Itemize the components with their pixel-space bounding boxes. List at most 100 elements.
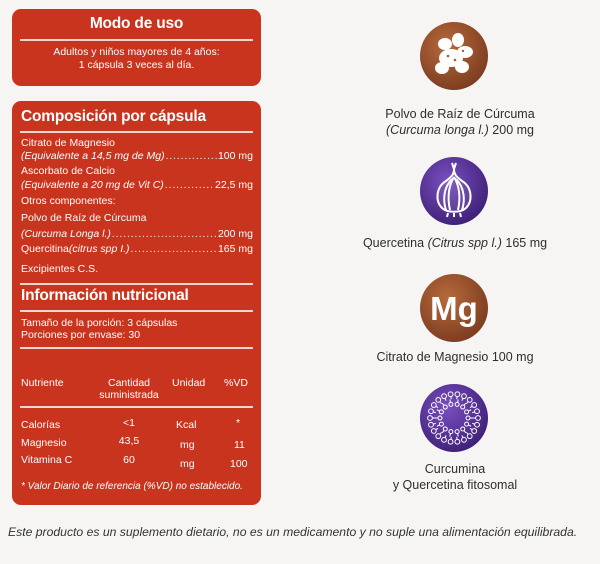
- comp-item: Citrato de Magnesio: [21, 137, 115, 149]
- usage-line-1: Adultos y niños mayores de 4 años:: [53, 46, 220, 58]
- divider: [20, 347, 253, 349]
- lipid-head: [427, 415, 433, 421]
- usage-line-2: 1 cápsula 3 veces al día.: [78, 59, 195, 71]
- lipid-tail: [466, 401, 469, 404]
- comp-item: (Equivalente a 14,5 mg de Mg) 100 mg: [21, 150, 253, 164]
- lipid-head: [442, 426, 448, 432]
- header-unidad: Unidad: [172, 377, 206, 389]
- lipid-head: [454, 438, 461, 445]
- caption-line: Quercetina (Citrus spp l.) 165 mg: [335, 235, 575, 251]
- caption-line: (Curcuma longa l.) 200 mg: [355, 122, 565, 138]
- header-cantidad: Cantidad: [107, 377, 151, 389]
- caption-line: Curcumina: [424, 462, 486, 476]
- onion-icon: [418, 155, 490, 227]
- lipid-head: [438, 421, 444, 427]
- lipid-tail: [469, 405, 473, 409]
- lipid-head: [454, 401, 460, 407]
- row-vd: 11: [234, 439, 245, 451]
- comp-item-value: 200 mg: [217, 228, 253, 240]
- divider: [20, 39, 253, 41]
- lipid-tail: [435, 405, 439, 409]
- divider: [20, 310, 253, 312]
- ingredient-caption: Quercetina (Citrus spp l.) 165 mg: [335, 235, 575, 251]
- comp-item-label-italic: (citrus spp I.): [68, 243, 130, 255]
- row-nutriente: Magnesio: [21, 437, 67, 449]
- comp-item-value: 165 mg: [217, 243, 253, 255]
- lipid-head: [471, 402, 478, 408]
- lipid-head: [442, 404, 448, 410]
- lipid-head: [448, 401, 454, 407]
- lipid-head: [466, 433, 473, 440]
- lipid-tail: [441, 430, 445, 434]
- header-vd: %VD: [224, 377, 248, 389]
- caption-italic: (Curcuma longa l.): [386, 123, 489, 137]
- lipid-tail: [468, 424, 472, 427]
- lipid-tail: [449, 433, 451, 437]
- row-unidad: Kcal: [176, 419, 197, 431]
- comp-item-value: 100 mg: [217, 150, 253, 162]
- lipid-tail: [468, 409, 472, 412]
- lipid-head: [428, 408, 434, 415]
- row-cantidad: 43,5: [118, 435, 140, 447]
- leader-dots: [166, 151, 217, 164]
- mg-icon: Mg: [418, 272, 490, 344]
- comp-item-label: Quercitina: [21, 243, 69, 255]
- comp-item-value: 22,5 mg: [215, 179, 253, 191]
- lipid-tail: [449, 399, 451, 403]
- divider: [20, 406, 253, 408]
- caption-plain: 165 mg: [501, 236, 548, 250]
- mg-symbol: Mg: [430, 290, 478, 327]
- caption-line: Polvo de Raíz de Cúrcuma: [385, 107, 535, 121]
- lipid-tail: [441, 402, 445, 406]
- servings-per-container: Porciones por envase: 30: [21, 329, 141, 341]
- caption-italic: (Citrus spp l.): [427, 236, 502, 250]
- lipid-head: [464, 421, 470, 427]
- leader-dots: [131, 244, 217, 257]
- lipid-head: [435, 396, 442, 403]
- phytosome-icon: [418, 382, 490, 454]
- lipid-tail: [457, 399, 459, 403]
- row-unidad: mg: [180, 439, 195, 451]
- lipid-head: [474, 408, 480, 415]
- divider: [20, 283, 253, 285]
- lipid-tail: [439, 432, 442, 435]
- leader-dots: [165, 180, 214, 193]
- lipid-head: [441, 393, 447, 400]
- lipid-tail: [439, 401, 442, 404]
- lipid-head: [438, 409, 444, 415]
- caption-line: Citrato de Magnesio 100 mg: [376, 350, 534, 364]
- lipid-head: [466, 396, 473, 403]
- comp-item: (Equivalente a 20 mg de Vit C) 22,5 mg: [21, 179, 253, 193]
- disclaimer-text: Este producto es un suplemento dietario,…: [8, 525, 578, 539]
- lipid-head: [428, 421, 434, 428]
- lipid-head: [447, 391, 454, 398]
- lipid-head: [435, 433, 442, 440]
- usage-title: Modo de uso: [89, 15, 184, 32]
- lipid-head: [430, 428, 437, 434]
- row-nutriente: Vitamina C: [21, 454, 73, 466]
- lipid-tail: [457, 433, 459, 437]
- comp-item-label: (Equivalente a 14,5 mg de Mg): [21, 150, 165, 162]
- footnote: * Valor Diario de referencia (%VD) no es…: [21, 481, 243, 492]
- serving-size: Tamaño de la porción: 3 cápsulas: [21, 317, 178, 329]
- lipid-head: [464, 409, 470, 415]
- leader-dots: [112, 229, 217, 242]
- comp-item: Quercitina (citrus spp I.) 165 mg: [21, 243, 253, 257]
- row-vd: *: [236, 417, 241, 429]
- lipid-tail: [472, 411, 475, 414]
- row-vd: 100: [230, 458, 248, 470]
- lipid-tail: [433, 411, 436, 414]
- comp-item: (Curcuma Longa l.) 200 mg: [21, 228, 253, 242]
- header-cantidad-2: suministrada: [99, 389, 159, 401]
- ginger-root-icon: [418, 20, 490, 92]
- lipid-tail: [461, 435, 464, 438]
- row-cantidad: <1: [123, 417, 135, 429]
- divider: [20, 131, 253, 133]
- ingredient-caption: Curcumina y Quercetina fitosomal: [355, 461, 555, 493]
- ingredient-caption: Citrato de Magnesio 100 mg: [345, 349, 565, 365]
- lipid-head: [441, 436, 447, 443]
- lipid-tail: [436, 409, 440, 412]
- caption-plain: 200 mg: [488, 123, 534, 137]
- lipid-tail: [463, 402, 467, 406]
- lipid-head: [474, 421, 480, 428]
